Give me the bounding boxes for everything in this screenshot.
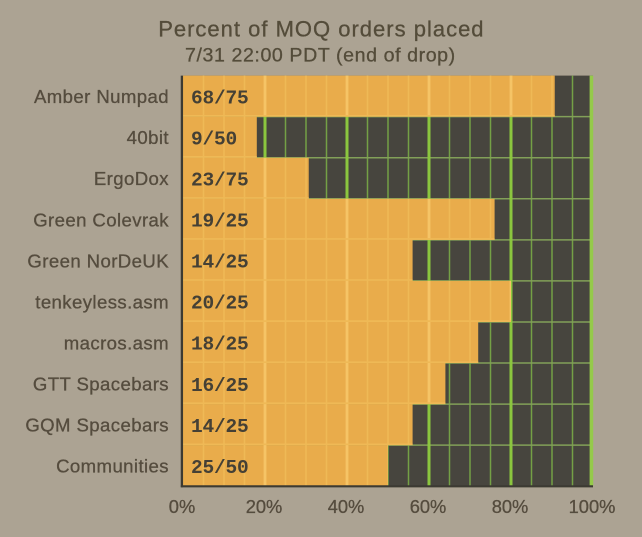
svg-text:GQM Spacebars: GQM Spacebars [25,415,169,436]
svg-text:0%: 0% [169,496,195,517]
svg-text:macros.asm: macros.asm [64,333,169,354]
svg-text:14/25: 14/25 [191,252,249,274]
svg-text:GTT Spacebars: GTT Spacebars [33,374,169,395]
svg-text:40bit: 40bit [127,127,170,148]
svg-text:Communities: Communities [56,456,169,477]
svg-text:20%: 20% [246,496,283,517]
svg-text:100%: 100% [569,496,616,517]
svg-text:Percent of MOQ orders placed: Percent of MOQ orders placed [158,17,484,42]
svg-text:23/75: 23/75 [191,169,249,191]
svg-text:19/25: 19/25 [191,211,249,233]
svg-text:40%: 40% [328,496,365,517]
svg-text:20/25: 20/25 [191,293,249,315]
svg-text:60%: 60% [410,496,447,517]
svg-text:tenkeyless.asm: tenkeyless.asm [35,291,169,312]
svg-text:16/25: 16/25 [191,375,249,397]
svg-text:14/25: 14/25 [191,416,249,438]
svg-text:Amber Numpad: Amber Numpad [34,86,169,107]
svg-text:Green Colevrak: Green Colevrak [33,209,169,230]
svg-text:80%: 80% [492,496,529,517]
svg-text:Green NorDeUK: Green NorDeUK [27,250,169,271]
svg-text:25/50: 25/50 [191,457,249,479]
svg-text:ErgoDox: ErgoDox [94,168,169,189]
svg-text:68/75: 68/75 [191,87,249,109]
svg-text:7/31 22:00 PDT (end of drop): 7/31 22:00 PDT (end of drop) [185,45,456,67]
svg-text:9/50: 9/50 [191,128,237,150]
svg-text:18/25: 18/25 [191,334,249,356]
